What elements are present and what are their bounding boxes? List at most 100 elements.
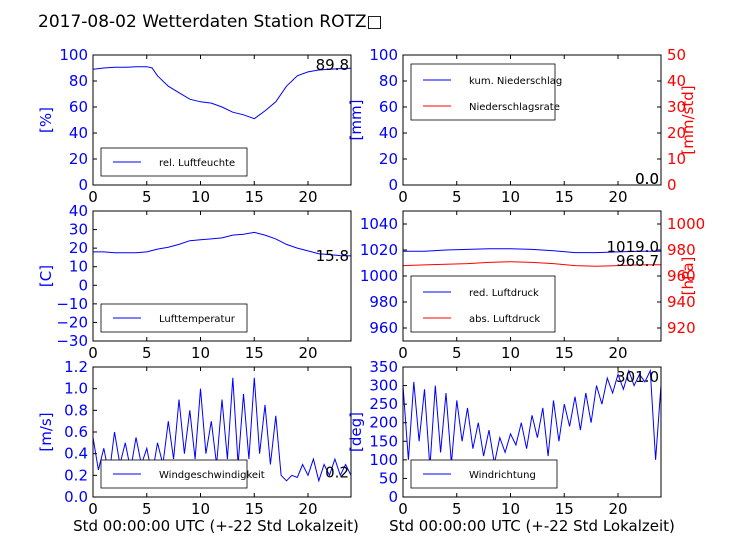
y-tick-label-right: 980 xyxy=(667,241,696,259)
panel-precipitation: 0 5 10 15 20 0 20 40 60 80 100 0 10 20 30 40 50 [mm] [mm/s… xyxy=(347,46,697,206)
y-tick-label: −10 xyxy=(56,295,88,313)
y-tick-label: 0.2 xyxy=(64,466,88,484)
y-tick-label: 40 xyxy=(69,202,88,220)
series-line-1 xyxy=(403,248,661,254)
series-line-2 xyxy=(402,261,662,267)
legend-label: Windgeschwindigkeit xyxy=(159,470,265,481)
x-axis-label-right: Std 00:00:00 UTC (+-22 Std Lokalzeit) xyxy=(389,517,675,535)
y-tick-label: 20 xyxy=(379,150,398,168)
x-tick-label: 20 xyxy=(298,188,317,206)
plot-frame xyxy=(92,54,352,186)
panel-pressure: 0 5 10 15 20 960 980 1000 1020 1040 920 940 960 980 10… xyxy=(360,210,705,362)
panel-temperature: 0 5 10 15 20−30−20−10010203040[C]Lufttempera… xyxy=(37,202,352,362)
x-tick-label: 10 xyxy=(501,188,520,206)
x-tick-label: 15 xyxy=(245,188,264,206)
y-axis-label: [%] xyxy=(37,107,55,133)
y-tick-label: 100 xyxy=(59,46,88,64)
plot-frame xyxy=(92,210,352,342)
plot-frame xyxy=(402,210,662,342)
x-tick-label: 0 xyxy=(398,500,408,518)
value-annotation: 968.7 xyxy=(616,252,659,270)
plot-frame xyxy=(402,366,662,498)
x-tick-label: 10 xyxy=(501,500,520,518)
y-tick-label-right: 960 xyxy=(667,267,696,285)
legend-label: red. Luftdruck xyxy=(469,288,539,299)
y-tick-label-right: 0 xyxy=(667,176,677,194)
y-tick-label: 0.6 xyxy=(64,423,88,441)
x-tick-label: 0 xyxy=(88,188,98,206)
y-tick-label: 300 xyxy=(369,377,398,395)
legend-box xyxy=(410,275,556,333)
value-annotation: 301.0 xyxy=(616,368,659,386)
x-tick-label: 10 xyxy=(191,344,210,362)
legend-label: kum. Niederschlag xyxy=(469,76,562,87)
series-line-1 xyxy=(93,231,352,257)
y-tick-label: 200 xyxy=(369,414,398,432)
y-tick-label-right: 940 xyxy=(667,293,696,311)
y-tick-label: 100 xyxy=(369,451,398,469)
x-tick-label: 10 xyxy=(191,500,210,518)
y-axis-label: [m/s] xyxy=(37,412,55,451)
y-tick-label: 350 xyxy=(369,358,398,376)
x-tick-label: 5 xyxy=(452,344,462,362)
y-tick-label: 20 xyxy=(69,150,88,168)
y-tick-label: 60 xyxy=(69,98,88,116)
y-tick-label: 0.8 xyxy=(64,401,88,419)
x-tick-label: 15 xyxy=(555,344,574,362)
value-annotation: 15.8 xyxy=(316,247,349,265)
legend-label: Lufttemperatur xyxy=(159,314,236,325)
x-tick-label: 10 xyxy=(191,188,210,206)
x-tick-label: 20 xyxy=(608,500,627,518)
x-tick-label: 15 xyxy=(245,344,264,362)
y-tick-label-right: 10 xyxy=(667,150,686,168)
y-axis-label: [mm] xyxy=(347,100,365,141)
x-tick-label: 20 xyxy=(608,344,627,362)
y-tick-label: 250 xyxy=(369,395,398,413)
y-tick-label: 100 xyxy=(369,46,398,64)
y-tick-label-right: 1000 xyxy=(667,215,705,233)
series-line-1 xyxy=(402,368,662,468)
panel-humidity: 0 5 10 15 20 0 20 40 60 80 100 [%] rel. Luftfeuchte 8… xyxy=(37,46,352,206)
value-annotation: 0.0 xyxy=(635,170,659,188)
y-tick-label: 80 xyxy=(379,72,398,90)
y-tick-label-right: 30 xyxy=(667,98,686,116)
y-tick-label: 60 xyxy=(379,98,398,116)
y-tick-label: 1040 xyxy=(360,215,398,233)
y-tick-label: 0 xyxy=(78,276,88,294)
x-tick-label: 20 xyxy=(298,500,317,518)
y-tick-label: −30 xyxy=(56,332,88,350)
legend-box xyxy=(410,459,558,489)
y-tick-label-right: 20 xyxy=(667,124,686,142)
x-tick-label: 20 xyxy=(298,344,317,362)
x-axis-label-left: Std 00:00:00 UTC (+-22 Std Lokalzeit) xyxy=(73,517,359,535)
y-tick-label: 40 xyxy=(69,124,88,142)
legend-label: abs. Luftdruck xyxy=(469,314,540,325)
x-tick-label: 5 xyxy=(452,188,462,206)
y-tick-label: 80 xyxy=(69,72,88,90)
x-tick-label: 10 xyxy=(501,344,520,362)
plot-frame xyxy=(92,366,352,498)
x-tick-label: 0 xyxy=(398,344,408,362)
y-tick-label: 0 xyxy=(78,176,88,194)
x-tick-label: 0 xyxy=(398,188,408,206)
y-tick-label: 40 xyxy=(379,124,398,142)
x-tick-label: 5 xyxy=(452,500,462,518)
y-tick-label: −20 xyxy=(56,313,88,331)
y-tick-label-right: 40 xyxy=(667,72,686,90)
y-tick-label-right: 50 xyxy=(667,46,686,64)
y-tick-label: 1.2 xyxy=(64,358,88,376)
panel-winddirection: 0 5 10 15 20050100150200250300350[deg]Windri… xyxy=(347,358,662,518)
y-tick-label: 980 xyxy=(369,293,398,311)
y-tick-label: 0.0 xyxy=(64,488,88,506)
x-tick-label: 15 xyxy=(555,188,574,206)
x-tick-label: 5 xyxy=(142,188,152,206)
y-tick-label: 10 xyxy=(69,258,88,276)
y-tick-label: 1000 xyxy=(360,267,398,285)
plot-frame xyxy=(402,54,662,186)
legend-box xyxy=(410,63,556,121)
x-tick-label: 0 xyxy=(88,500,98,518)
value-annotation: 0.0 xyxy=(635,170,659,188)
value-annotation: 0.2 xyxy=(325,463,349,481)
